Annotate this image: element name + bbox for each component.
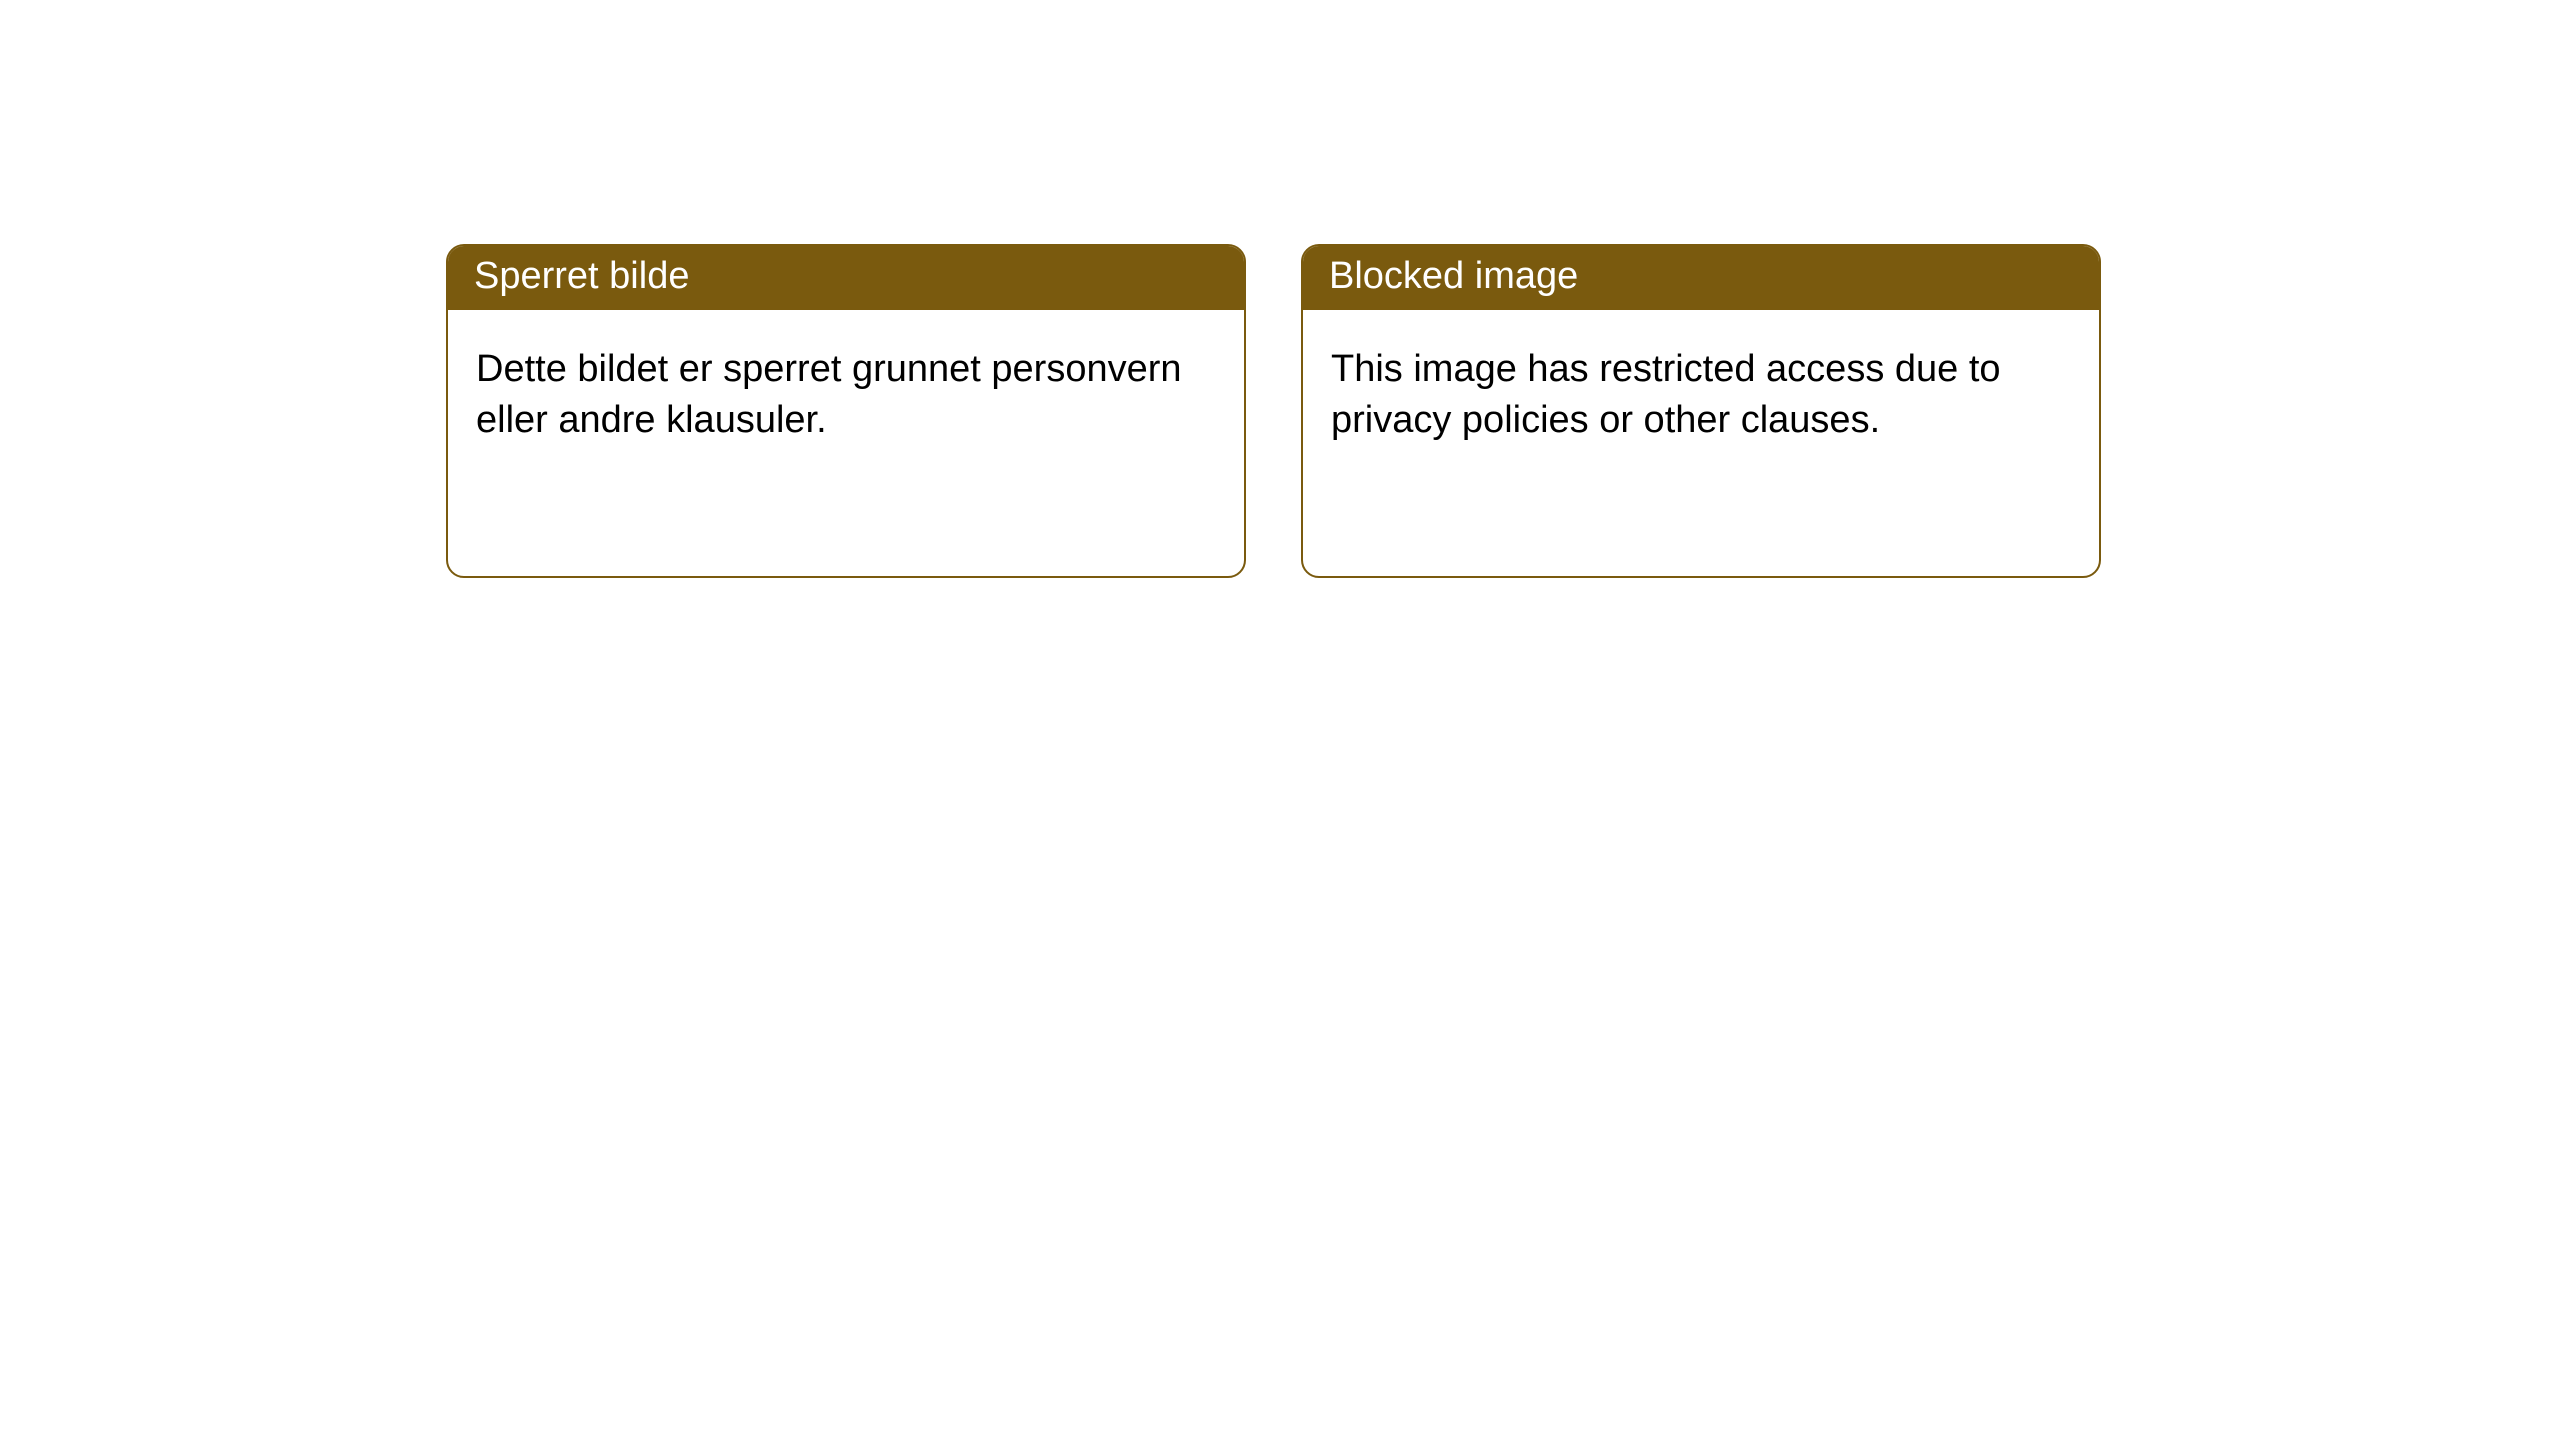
notice-container: Sperret bilde Dette bildet er sperret gr… xyxy=(0,0,2560,578)
notice-card-body: Dette bildet er sperret grunnet personve… xyxy=(448,310,1244,481)
notice-card-body: This image has restricted access due to … xyxy=(1303,310,2099,481)
notice-card-title: Blocked image xyxy=(1303,246,2099,310)
notice-card-english: Blocked image This image has restricted … xyxy=(1301,244,2101,578)
notice-card-title: Sperret bilde xyxy=(448,246,1244,310)
notice-card-norwegian: Sperret bilde Dette bildet er sperret gr… xyxy=(446,244,1246,578)
